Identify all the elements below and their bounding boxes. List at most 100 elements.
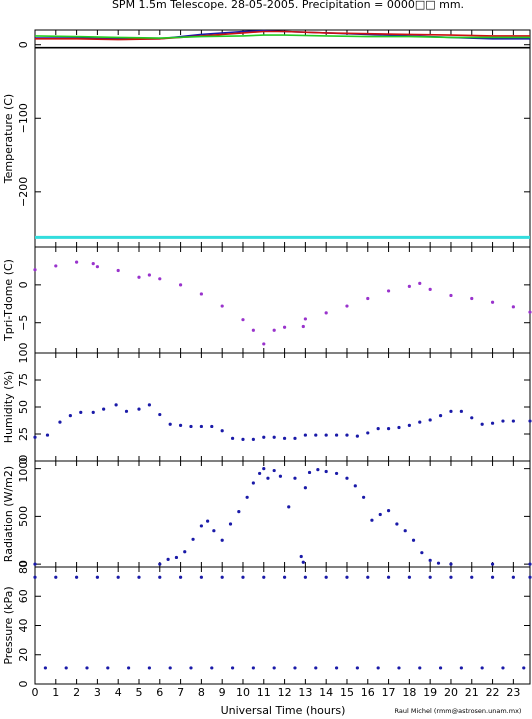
x-tick-label: 14 [319,686,333,699]
x-tick-label: 21 [465,686,479,699]
data-point [449,562,453,566]
data-point [178,423,183,427]
data-point [355,666,359,670]
series-line-green [34,34,530,39]
series-navy-0 [33,403,532,441]
panel-frame [34,566,531,685]
data-point [199,424,203,429]
data-point [418,281,422,285]
data-point [241,575,245,579]
data-point [166,557,170,561]
y-axis-label: Pressure (kPa) [2,586,15,664]
data-point [272,666,276,670]
chart-title: SPM 1.5m Telescope. 28-05-2005. Precipit… [112,0,464,11]
data-point [95,575,99,579]
y-tick-label: 60 [17,589,30,603]
data-point [301,324,305,329]
data-point [116,575,120,579]
data-point [301,560,305,564]
data-point [102,407,106,411]
data-point [251,437,255,441]
data-point [220,429,224,433]
data-point [428,575,432,579]
data-point [324,433,328,437]
data-point [282,325,287,329]
data-point [33,268,37,272]
data-point [262,467,266,471]
y-tick-label: −200 [17,177,30,207]
x-tick-label: 11 [257,686,271,699]
data-point [206,519,210,523]
data-point [230,666,235,670]
data-point [511,575,515,579]
data-point [528,575,532,579]
data-point [85,666,89,670]
data-point [251,666,255,670]
credit-text: Raul Michel (rmm@astrosen.unam.mx) [395,707,522,715]
y-tick-label: 0 [17,561,30,568]
data-point [210,424,214,429]
data-point [116,268,120,273]
y-tick-label: 0 [17,41,30,48]
data-point [220,304,224,308]
data-point [158,562,162,566]
y-axis-label: Humidity (%) [2,371,15,443]
x-tick-label: 1 [52,686,59,699]
data-point [168,666,172,670]
data-point [158,575,162,579]
data-point [158,277,162,281]
data-point [403,529,407,533]
x-tick-label: 23 [506,686,520,699]
data-point [480,666,484,670]
data-point [490,421,495,425]
x-tick-label: 17 [382,686,396,699]
data-point [470,575,474,579]
data-point [528,310,532,314]
data-point [191,537,195,541]
data-point [251,481,255,485]
data-point [147,273,151,277]
data-point [386,575,391,579]
data-point [334,471,339,476]
data-point [438,414,443,418]
data-point [237,510,241,514]
x-tick-label: 13 [298,686,312,699]
data-point [220,575,224,579]
data-point [303,575,307,579]
data-point [137,275,141,279]
data-point [58,420,62,424]
data-point [407,423,411,427]
data-point [386,509,391,513]
series-line-red [35,30,530,41]
data-point [189,666,193,670]
data-point [470,416,474,420]
data-point [114,403,118,407]
x-tick-label: 3 [94,686,101,699]
panel-frame [34,246,531,354]
data-point [54,575,58,579]
y-tick-label: 100 [17,343,30,364]
data-point [490,575,495,579]
y-tick-label: 1000 [17,455,30,483]
data-point [324,311,328,315]
data-point [501,419,505,423]
data-point [33,435,37,439]
data-point [228,522,233,526]
data-point [366,431,370,435]
data-point [449,293,453,298]
y-axis-label: Radiation (W/m2) [2,466,15,562]
x-tick-label: 7 [177,686,184,699]
data-point [353,484,357,488]
data-point [262,342,266,346]
data-point [124,409,129,413]
data-point [470,296,474,301]
y-axis-label: Temperature (C) [2,94,15,184]
data-point [370,518,374,522]
data-point [386,427,391,431]
data-point [459,666,463,670]
data-point [511,305,515,309]
